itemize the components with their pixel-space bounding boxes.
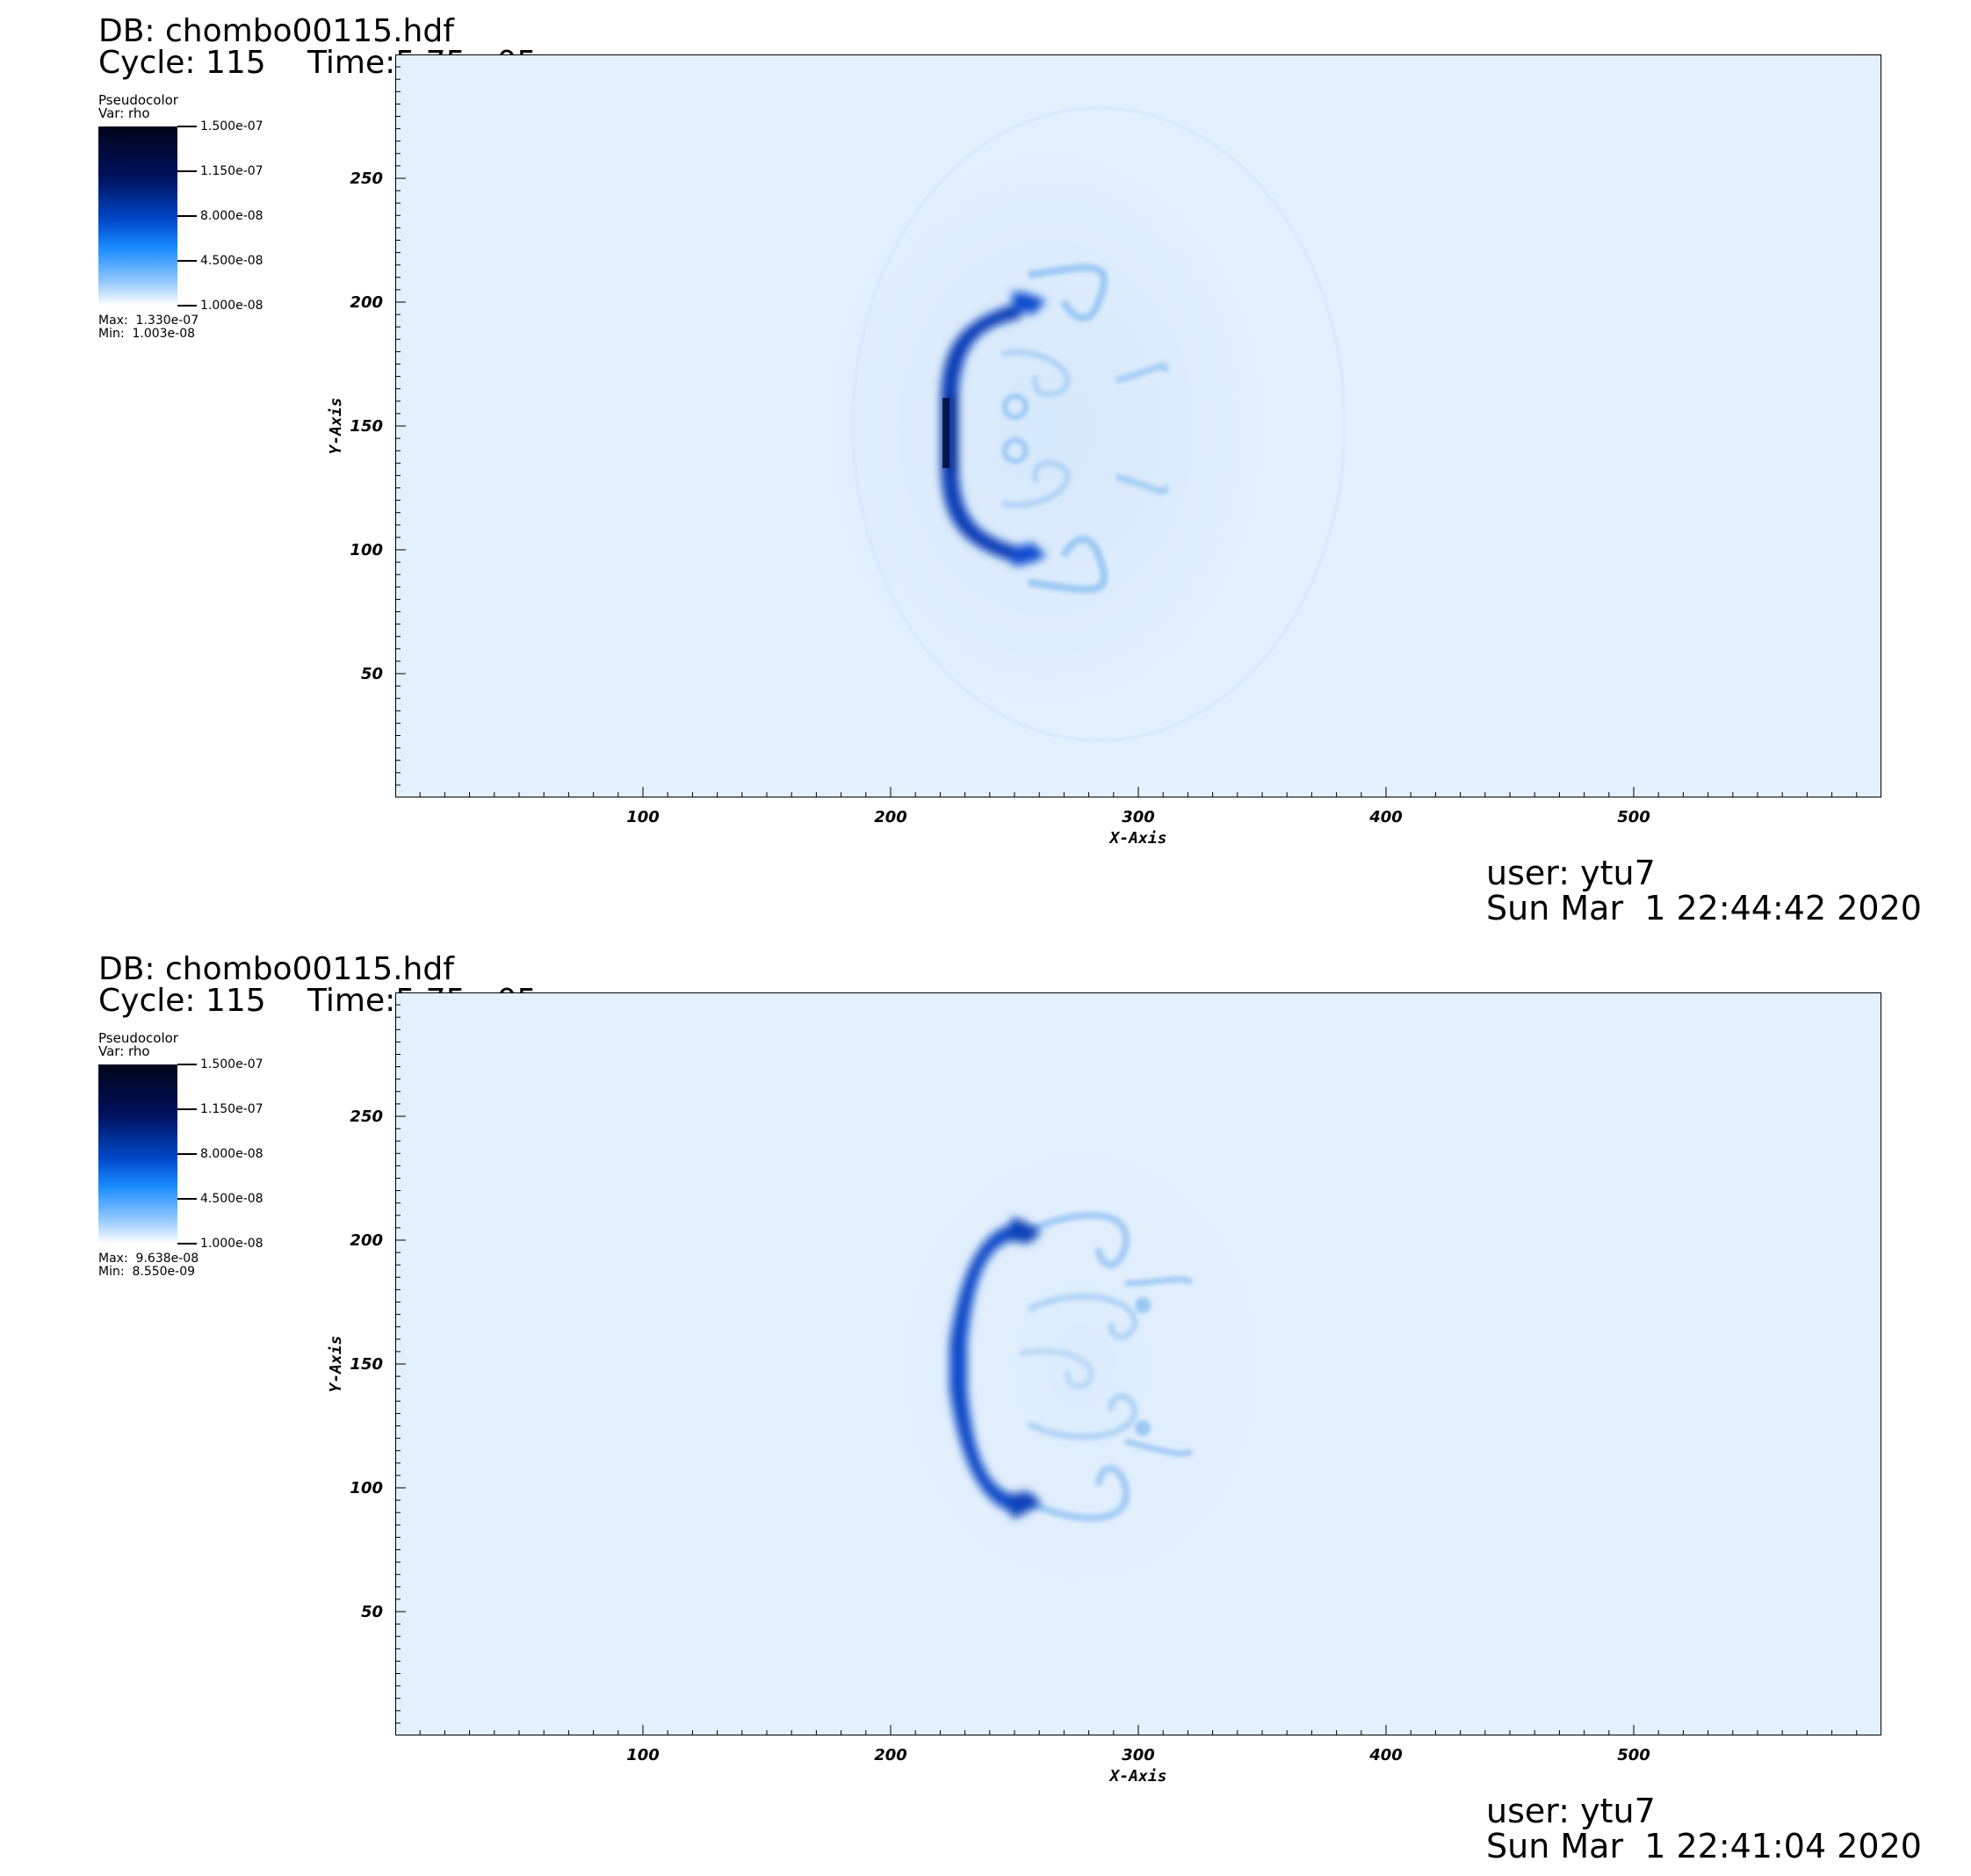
colorbar-label: 8.000e-08: [200, 1147, 264, 1161]
legend-max: Max: 9.638e-08: [98, 1252, 199, 1266]
colorbar-label: 1.150e-07: [200, 164, 264, 178]
colorbar: [98, 1064, 177, 1244]
colorbar-tick: [177, 215, 197, 217]
wake-filaments: [1019, 1211, 1195, 1522]
colorbar-tick: [177, 1064, 197, 1065]
colorbar-label: 8.000e-08: [200, 209, 264, 223]
colorbar-label: 1.500e-07: [200, 119, 264, 133]
colorbar-tick: [177, 170, 197, 172]
density-peak: [942, 398, 949, 468]
density-field: [862, 1103, 1301, 1630]
colorbar-tick: [177, 1243, 197, 1245]
colorbar-tick: [177, 1153, 197, 1155]
cycle-label: Cycle: 115: [98, 983, 266, 1019]
colorbar-label: 1.000e-08: [200, 299, 264, 313]
colorbar-tick: [177, 126, 197, 127]
colorbar-label: 4.500e-08: [200, 254, 264, 268]
plot-panel-1: DB: chombo00115.hdf Cycle: 115 Time:5.75…: [98, 13, 1922, 927]
colorbar-label: 1.500e-07: [200, 1057, 264, 1071]
db-label: DB: chombo00115.hdf: [98, 13, 454, 49]
colorbar-tick: [177, 1108, 197, 1110]
legend-plot-type: Pseudocolor: [98, 92, 178, 108]
legend-min: Min: 1.003e-08: [98, 327, 196, 341]
shock-halo: [862, 1103, 1301, 1630]
user-label: user: ytu7: [1486, 854, 1656, 892]
date-label: Sun Mar 1 22:44:42 2020: [1486, 889, 1922, 927]
colorbar-label: 1.150e-07: [200, 1102, 264, 1116]
shock-halo: [818, 139, 1274, 718]
plot-axes: [396, 993, 1881, 1735]
colorbar-tick: [177, 260, 197, 262]
colorbar-tick: [177, 1198, 197, 1200]
plot-panel-2: DB: chombo00115.hdf Cycle: 115 Time:5.75…: [0, 938, 1971, 1876]
colorbar: [98, 126, 177, 306]
colorbar-tick: [177, 305, 197, 307]
date-label: Sun Mar 1 22:41:04 2020: [1486, 1827, 1922, 1865]
cycle-label: Cycle: 115: [98, 45, 266, 81]
dense-bow-shock: [949, 1217, 1042, 1519]
legend-plot-type: Pseudocolor: [98, 1030, 178, 1046]
shock-front-outline: [851, 106, 1346, 742]
legend-max: Max: 1.330e-07: [98, 314, 199, 328]
legend-var: Var: rho: [98, 105, 150, 121]
user-label: user: ytu7: [1486, 1792, 1656, 1830]
density-field: [818, 106, 1346, 742]
plot-axes: [396, 55, 1881, 797]
colorbar-label: 1.000e-08: [200, 1237, 264, 1251]
plot-area: [395, 54, 1881, 797]
legend-var: Var: rho: [98, 1043, 150, 1059]
legend-min: Min: 8.550e-09: [98, 1265, 196, 1279]
colorbar-label: 4.500e-08: [200, 1192, 264, 1206]
plot-area: [395, 992, 1881, 1735]
dense-bow-shock: [941, 292, 1046, 566]
db-label: DB: chombo00115.hdf: [98, 951, 454, 987]
wake-filaments: [1001, 263, 1169, 594]
